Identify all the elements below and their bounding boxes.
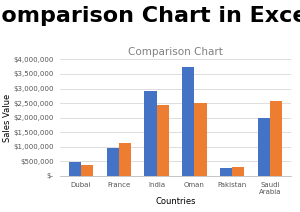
Bar — [119, 143, 131, 176]
Y-axis label: Sales Value: Sales Value — [3, 93, 12, 142]
Bar — [220, 168, 232, 176]
Bar — [106, 148, 119, 176]
Bar — [182, 67, 194, 176]
Bar — [258, 118, 270, 176]
Bar — [270, 101, 282, 176]
Bar — [81, 165, 93, 176]
Title: Comparison Chart: Comparison Chart — [128, 47, 223, 57]
Bar — [232, 167, 244, 176]
X-axis label: Countries: Countries — [155, 197, 196, 206]
Bar — [144, 91, 157, 176]
Bar — [157, 105, 169, 176]
Bar — [69, 162, 81, 176]
Bar — [194, 103, 207, 176]
Text: Comparison Chart in Excel: Comparison Chart in Excel — [0, 6, 300, 26]
